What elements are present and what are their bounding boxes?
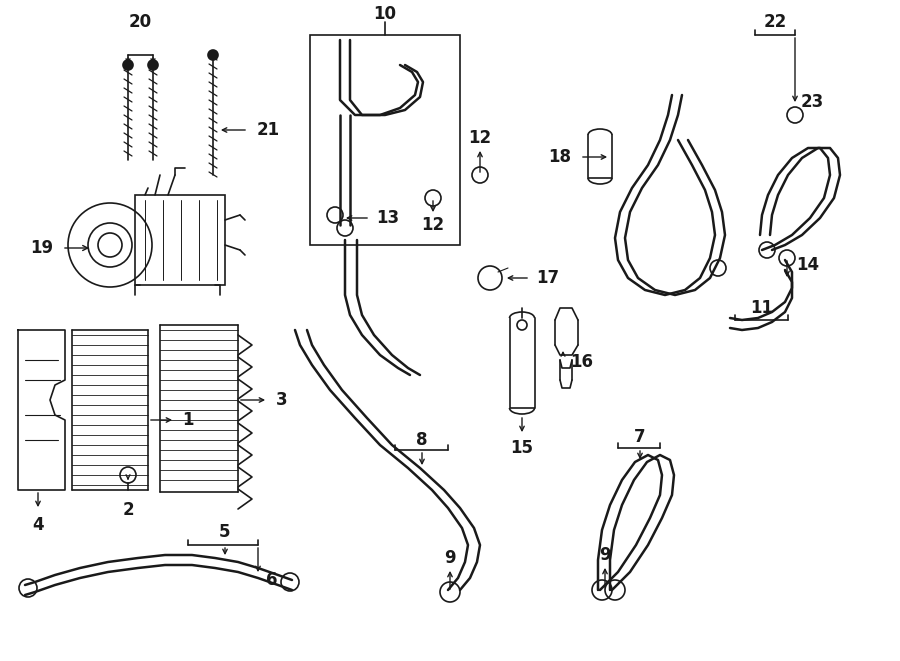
Text: 9: 9 xyxy=(445,549,455,567)
Text: 12: 12 xyxy=(468,129,491,147)
Text: 14: 14 xyxy=(796,256,820,274)
Text: 1: 1 xyxy=(182,411,194,429)
Text: 19: 19 xyxy=(31,239,54,257)
Text: 16: 16 xyxy=(571,353,593,371)
Text: 9: 9 xyxy=(599,546,611,564)
Text: 2: 2 xyxy=(122,501,134,519)
Text: 20: 20 xyxy=(129,13,151,31)
Text: 15: 15 xyxy=(510,439,534,457)
Circle shape xyxy=(208,50,218,60)
Text: 21: 21 xyxy=(256,121,280,139)
Text: 12: 12 xyxy=(421,216,445,234)
Text: 13: 13 xyxy=(376,209,400,227)
Text: 11: 11 xyxy=(751,299,773,317)
Text: 17: 17 xyxy=(536,269,560,287)
Text: 18: 18 xyxy=(548,148,572,166)
Text: 7: 7 xyxy=(634,428,646,446)
Bar xyxy=(135,195,225,285)
Circle shape xyxy=(148,60,158,70)
Text: 22: 22 xyxy=(763,13,787,31)
Text: 23: 23 xyxy=(800,93,824,111)
Text: 5: 5 xyxy=(220,523,230,541)
Bar xyxy=(310,35,460,245)
Text: 8: 8 xyxy=(416,431,428,449)
Text: 6: 6 xyxy=(266,571,278,589)
Text: 4: 4 xyxy=(32,516,44,534)
Text: 10: 10 xyxy=(374,5,397,23)
Text: 3: 3 xyxy=(276,391,288,409)
Circle shape xyxy=(123,60,133,70)
